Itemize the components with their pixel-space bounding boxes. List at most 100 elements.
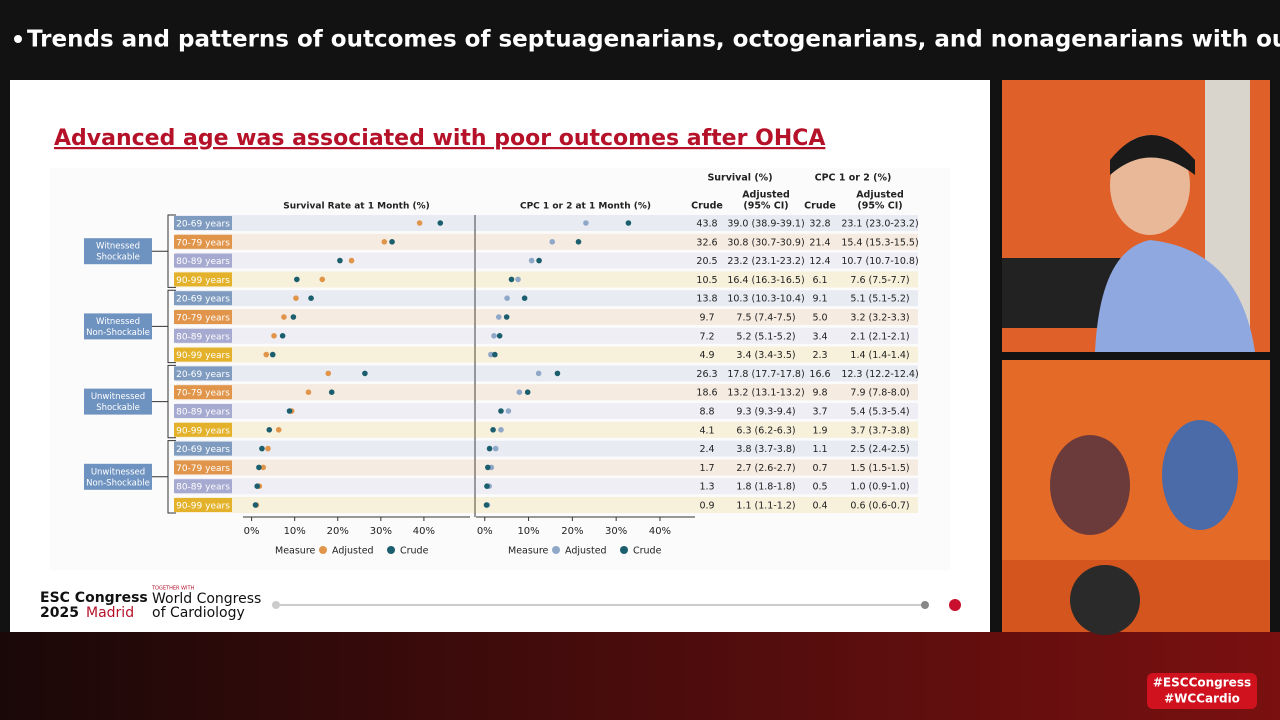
legend-swatch (620, 546, 628, 554)
category-box (174, 479, 232, 494)
dot (505, 408, 512, 414)
group-bracket (152, 440, 176, 514)
table-cell: 17.8 (17.7-17.8) (727, 369, 804, 380)
table-cell: 10.5 (696, 275, 717, 286)
dot (490, 427, 496, 433)
table-cell: 4.9 (699, 350, 714, 361)
dot (483, 502, 490, 508)
table-header: Crude (691, 201, 723, 212)
table-cell: 3.4 (812, 331, 827, 342)
table-header: (95% CI) (857, 201, 902, 212)
category-label: 20-69 years (176, 220, 230, 230)
legend-label: Crude (633, 546, 662, 557)
x-tick-label: 0% (244, 526, 260, 537)
category-box (174, 310, 232, 324)
x-tick-label: 40% (649, 526, 671, 537)
category-label: 90-99 years (176, 502, 230, 512)
dot (486, 445, 493, 452)
table-cell: 1.7 (699, 463, 714, 474)
row-band (176, 327, 918, 344)
chart-title: Survival Rate at 1 Month (%) (283, 202, 430, 212)
table-cell: 9.3 (9.3-9.4) (736, 407, 795, 418)
table-cell: 5.0 (812, 313, 827, 324)
table-cell: 2.1 (2.1-2.1) (850, 331, 909, 342)
dot (290, 314, 297, 320)
dot (504, 295, 510, 302)
table-cell: 26.3 (696, 369, 717, 380)
x-tick-label: 0% (477, 526, 493, 537)
dot (279, 333, 286, 339)
table-cell: 2.5 (2.4-2.5) (850, 444, 909, 455)
group-label: Non-Shockable (86, 328, 150, 338)
dot (362, 370, 368, 377)
table-cell: 9.7 (699, 313, 714, 324)
dot (528, 257, 535, 264)
hashtag-box (1147, 673, 1257, 709)
table-cell: 1.8 (1.8-1.8) (736, 482, 795, 493)
table-cell: 23.1 (23.0-23.2) (841, 219, 918, 230)
category-box (174, 498, 232, 512)
table-cell: 15.4 (15.3-15.5) (841, 237, 918, 248)
group-label: Shockable (96, 253, 140, 263)
group-label: Unwitnessed (91, 392, 145, 402)
group-box (84, 313, 152, 340)
x-tick-label: 10% (284, 526, 306, 537)
table-cell: 3.7 (812, 407, 827, 418)
group-label: Unwitnessed (91, 467, 145, 477)
dot (492, 445, 499, 452)
row-band (176, 403, 918, 419)
table-header: Crude (804, 201, 836, 212)
dot (269, 351, 276, 358)
category-label: 20-69 years (176, 295, 230, 305)
row-band (176, 459, 918, 476)
table-cell: 12.4 (809, 256, 830, 267)
table-cell: 10.3 (10.3-10.4) (727, 294, 804, 305)
dot (485, 464, 491, 471)
table-cell: 1.4 (1.4-1.4) (850, 350, 909, 361)
table-cell: 10.7 (10.7-10.8) (841, 256, 918, 267)
table-cell: 7.6 (7.5-7.7) (850, 275, 909, 286)
dot (503, 314, 510, 320)
dot (381, 239, 388, 245)
group-box (84, 238, 152, 265)
group-bracket (152, 289, 176, 364)
table-cell: 21.4 (809, 237, 830, 248)
table-cell: 9.8 (812, 388, 827, 399)
table-cell: 2.4 (699, 444, 714, 455)
dot (266, 427, 273, 433)
table-header: Adjusted (856, 190, 904, 201)
category-label: 70-79 years (176, 389, 230, 399)
x-tick-label: 10% (517, 526, 539, 537)
table-cell: 3.4 (3.4-3.5) (736, 350, 795, 361)
group-label: Shockable (96, 403, 140, 413)
dot (286, 408, 293, 414)
dot (256, 464, 262, 471)
progress-dot (272, 601, 280, 609)
dot (294, 276, 300, 283)
dot (491, 333, 497, 339)
x-tick-label: 30% (370, 526, 392, 537)
x-tick-label: 20% (327, 526, 349, 537)
table-cell: 7.2 (699, 331, 714, 342)
category-label: 70-79 years (176, 238, 230, 248)
bottom-band (0, 632, 1280, 720)
video-hair (1110, 135, 1195, 175)
video-person (1162, 420, 1238, 530)
dot (498, 427, 504, 433)
row-band (176, 252, 918, 269)
dot (484, 483, 490, 490)
dot (536, 257, 542, 264)
dot (496, 333, 503, 339)
category-box (174, 366, 232, 381)
dot (389, 239, 395, 245)
category-label: 20-69 years (176, 445, 230, 455)
row-band (176, 478, 918, 495)
dot (583, 220, 589, 226)
group-box (84, 463, 152, 490)
dot (516, 389, 523, 396)
group-label: Non-Shockable (86, 478, 150, 488)
category-box (174, 404, 232, 418)
group-label: Witnessed (96, 242, 140, 252)
dot (575, 239, 582, 245)
